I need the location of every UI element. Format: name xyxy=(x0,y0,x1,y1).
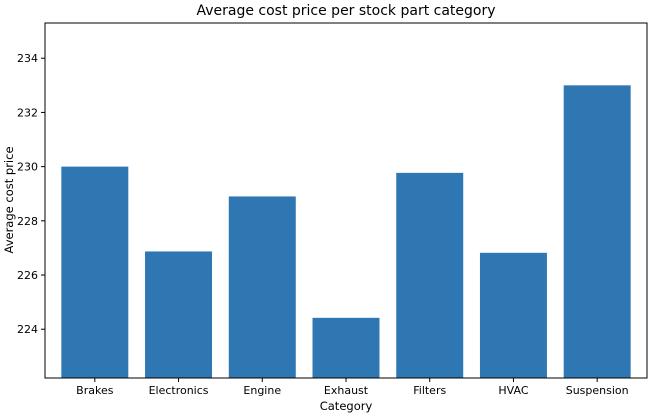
x-tick-label: Brakes xyxy=(76,384,114,397)
x-tick-label: Suspension xyxy=(566,384,629,397)
bar-brakes xyxy=(61,166,129,378)
bar-hvac xyxy=(479,252,547,378)
y-axis-label: Average cost price xyxy=(2,146,16,253)
bar-engine xyxy=(228,196,296,378)
chart-title: Average cost price per stock part catego… xyxy=(196,3,495,19)
y-tick-label: 232 xyxy=(17,106,38,119)
x-tick-label: Electronics xyxy=(149,384,209,397)
bar-electronics xyxy=(145,251,213,378)
bar-suspension xyxy=(563,85,631,378)
x-tick-label: Exhaust xyxy=(324,384,369,397)
bar-exhaust xyxy=(312,317,380,378)
x-tick-label: Engine xyxy=(243,384,281,397)
x-tick-label: HVAC xyxy=(498,384,528,397)
x-axis-label: Category xyxy=(320,399,373,413)
plot-frame xyxy=(44,22,648,379)
x-tick-label: Filters xyxy=(413,384,446,397)
y-tick-label: 224 xyxy=(17,323,38,336)
y-tick-label: 234 xyxy=(17,52,38,65)
bar-filters xyxy=(396,172,464,378)
y-tick-label: 228 xyxy=(17,215,38,228)
y-tick-label: 226 xyxy=(17,269,38,282)
plot-area: Brakes Electronics Engine Exhaust Filters HVA… xyxy=(17,52,631,397)
y-tick-label: 230 xyxy=(17,161,38,174)
